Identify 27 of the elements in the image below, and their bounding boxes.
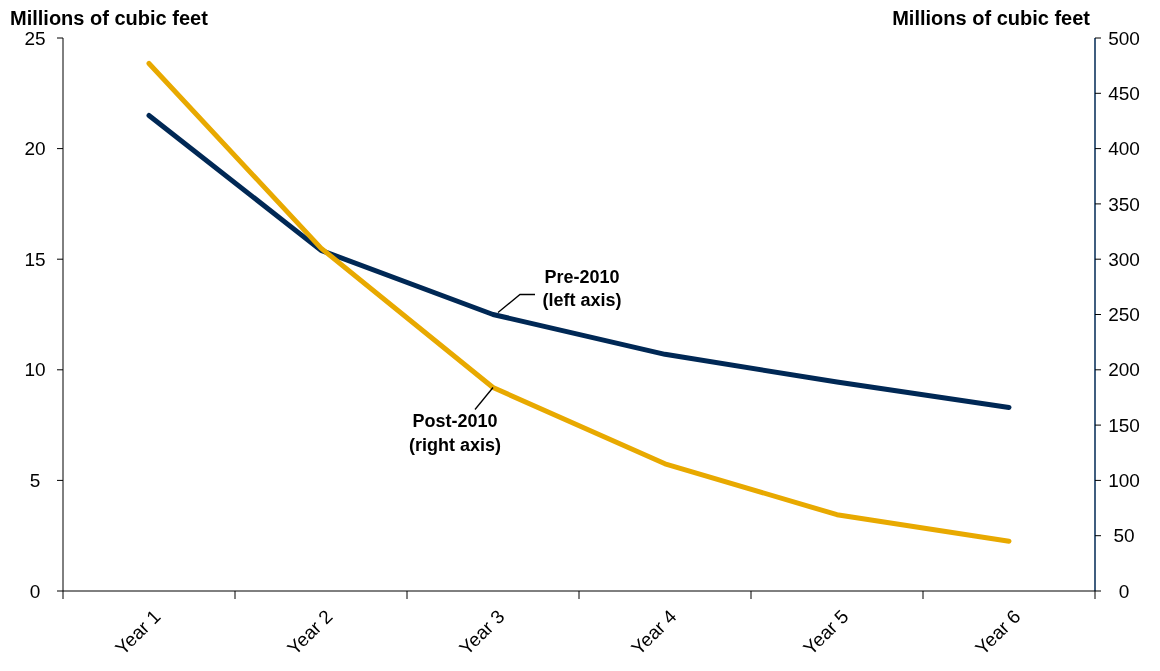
y-tick-label: 0 [29,580,41,602]
y2-tick-label: 50 [1113,525,1135,547]
series-label: Pre-2010 (left axis) [542,266,622,310]
y2-axis-title: Millions of cubic feet [892,7,1091,29]
y-tick-label: 25 [24,27,46,49]
x-tick-label: Year 1 [111,605,165,659]
x-tick-label: Year 3 [455,605,509,659]
y2-tick-label: 450 [1108,82,1140,104]
x-tick-label: Year 2 [283,605,337,659]
y-tick-label: 5 [29,470,41,492]
y-tick-label: 20 [24,138,46,160]
y2-tick-label: 300 [1108,248,1140,270]
y2-tick-label: 0 [1118,580,1130,602]
y-tick-label: 15 [24,248,46,270]
series-label: Post-2010 (right axis) [408,411,502,455]
y2-tick-label: 250 [1108,304,1140,326]
y2-tick-label: 100 [1108,470,1140,492]
y2-tick-label: 350 [1108,193,1140,215]
x-tick-label: Year 5 [799,605,853,659]
y2-tick-label: 150 [1108,414,1140,436]
y2-tick-label: 400 [1108,138,1140,160]
y-tick-label: 10 [24,359,46,381]
y-axis-title: Millions of cubic feet [10,7,209,29]
y2-tick-label: 200 [1108,359,1140,381]
x-tick-label: Year 6 [971,605,1025,659]
y2-tick-label: 500 [1108,27,1140,49]
x-tick-label: Year 4 [627,605,681,659]
